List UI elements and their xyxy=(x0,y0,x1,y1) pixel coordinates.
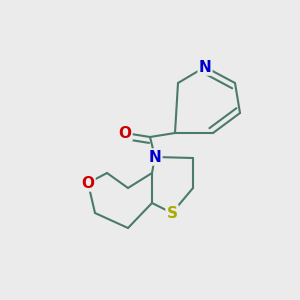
Text: N: N xyxy=(199,59,212,74)
Text: O: O xyxy=(82,176,94,190)
Text: N: N xyxy=(148,149,161,164)
Text: S: S xyxy=(167,206,178,220)
Text: O: O xyxy=(118,125,131,140)
